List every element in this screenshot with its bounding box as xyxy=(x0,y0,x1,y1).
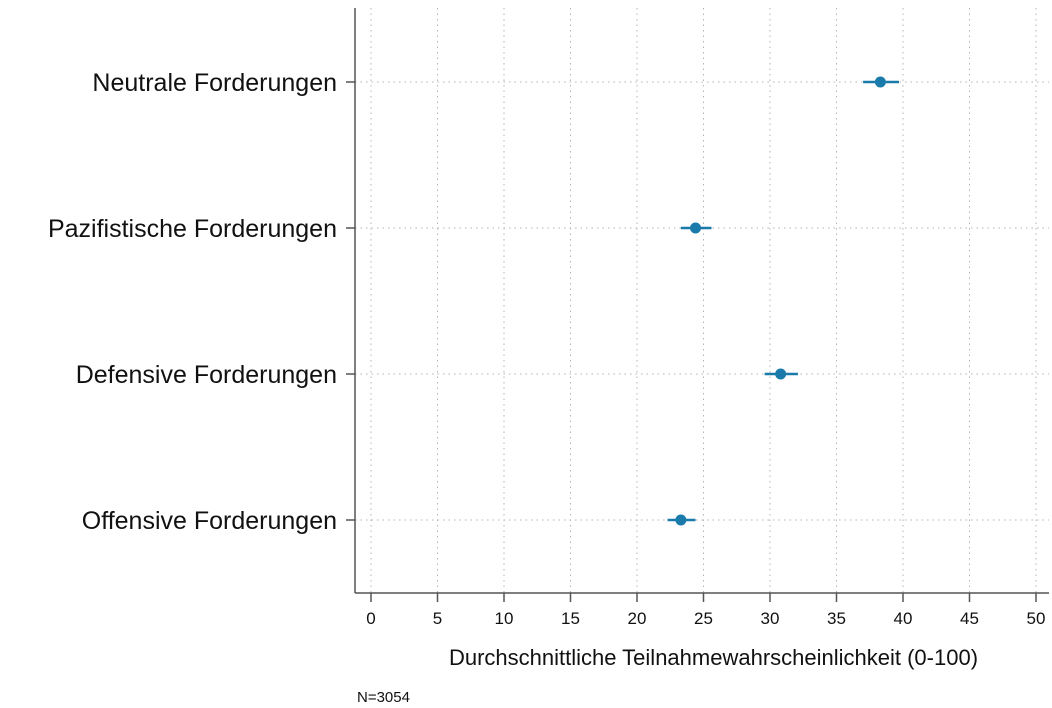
category-label: Offensive Forderungen xyxy=(82,507,337,535)
category-label: Neutrale Forderungen xyxy=(92,69,337,97)
grid-lines xyxy=(355,8,1049,593)
x-tick-label: 0 xyxy=(366,609,375,628)
point-estimate xyxy=(775,368,787,380)
x-axis-title: Durchschnittliche Teilnahmewahrscheinlic… xyxy=(449,645,978,670)
data-marks xyxy=(667,76,900,526)
x-tick-label: 5 xyxy=(433,609,442,628)
x-tick-label: 25 xyxy=(694,609,713,628)
x-tick-label: 10 xyxy=(495,609,514,628)
x-axis-ticks: 0 5 10 15 20 25 30 35 40 45 50 xyxy=(366,593,1045,628)
x-tick-label: 45 xyxy=(960,609,979,628)
category-label: Pazifistische Forderungen xyxy=(48,215,337,243)
x-tick-label: 30 xyxy=(761,609,780,628)
x-tick-label: 20 xyxy=(628,609,647,628)
point-estimate xyxy=(675,514,687,526)
category-labels: Neutrale Forderungen Pazifistische Forder… xyxy=(48,69,355,535)
x-tick-label: 40 xyxy=(894,609,913,628)
sample-size-note: N=3054 xyxy=(357,689,410,706)
x-tick-label: 35 xyxy=(827,609,846,628)
x-tick-label: 15 xyxy=(561,609,580,628)
point-estimate xyxy=(690,222,702,234)
x-tick-label: 50 xyxy=(1027,609,1046,628)
point-estimate xyxy=(874,76,886,88)
category-label: Defensive Forderungen xyxy=(76,361,337,389)
